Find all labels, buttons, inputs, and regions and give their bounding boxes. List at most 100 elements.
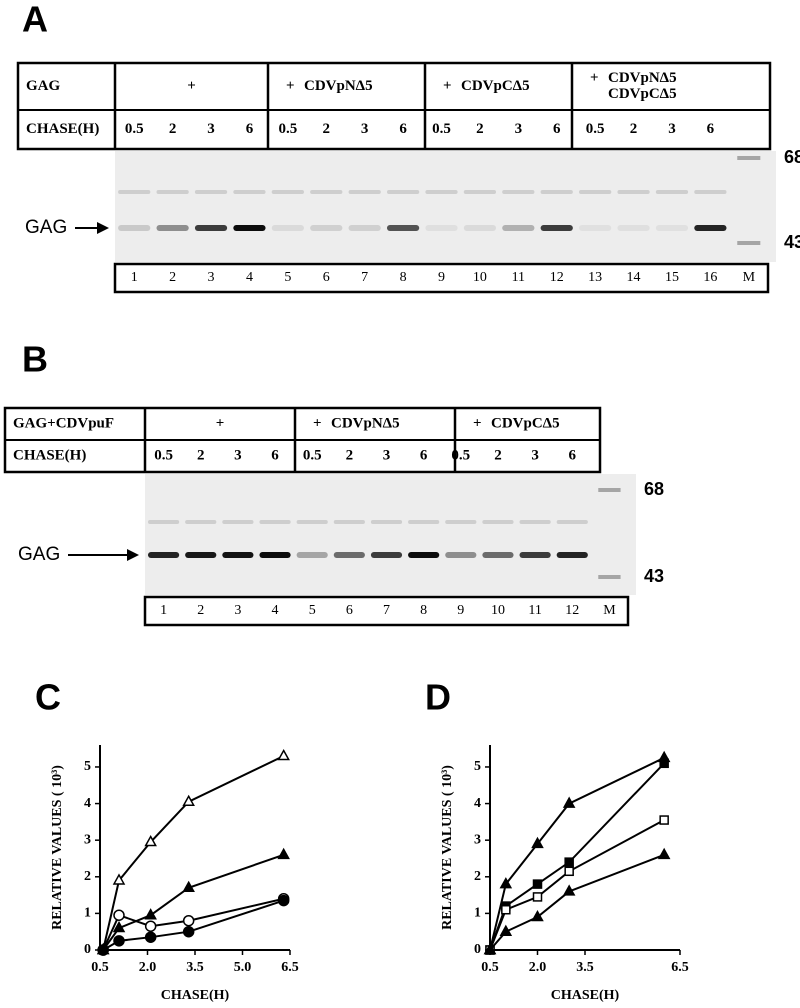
gel-band: [333, 520, 365, 524]
gel-band: [222, 520, 254, 524]
group-sign: +: [590, 70, 599, 86]
chase-time: 6: [569, 447, 577, 463]
gel-band: [156, 225, 189, 231]
marker: [531, 836, 544, 849]
gel-band: [425, 225, 458, 231]
lane-number: 7: [383, 603, 390, 618]
y-axis-label: RELATIVE VALUES ( 10³): [50, 765, 65, 930]
lane-number: 3: [208, 270, 215, 285]
marker: [532, 879, 543, 889]
marker: [483, 942, 497, 955]
table-border: [113, 262, 770, 294]
gel-band: [502, 190, 535, 194]
lane-number: 14: [627, 270, 641, 285]
x-tick-label: 3.5: [186, 960, 204, 975]
group-name: CDVpNΔ5: [331, 415, 400, 431]
marker: [277, 748, 290, 761]
marker: [144, 908, 157, 920]
gel-band: [185, 520, 217, 524]
marker: [144, 834, 157, 847]
chase-time: 3: [361, 121, 369, 137]
marker-label: 68: [644, 479, 664, 499]
marker-band: [737, 156, 761, 160]
marker-label: 43: [784, 232, 800, 252]
gel-band: [694, 190, 727, 194]
gel-band: [617, 190, 650, 194]
lane-number: 12: [565, 603, 579, 618]
marker: [182, 914, 195, 927]
gel-band: [540, 190, 573, 194]
lane-number: 5: [309, 603, 316, 618]
gel-band: [540, 225, 573, 231]
marker: [564, 866, 574, 877]
marker-band: [598, 488, 621, 492]
marker: [532, 892, 543, 902]
chase-time: 3: [207, 121, 215, 137]
arrow-head: [97, 222, 109, 234]
lane-number: M: [743, 270, 756, 285]
marker: [113, 909, 125, 921]
marker: [277, 847, 290, 860]
lane-number: 16: [703, 270, 717, 285]
marker: [112, 920, 126, 933]
gel-band: [617, 225, 650, 231]
gel-band: [296, 552, 328, 558]
lane-number: 10: [491, 603, 505, 618]
marker: [144, 931, 157, 943]
gel-band: [348, 190, 381, 194]
group-sign: +: [286, 78, 295, 94]
gel-band: [348, 225, 381, 231]
group-name: CDVpCΔ5: [491, 415, 560, 431]
marker: [659, 815, 669, 825]
marker: [562, 884, 576, 896]
lane-number: 4: [272, 603, 279, 618]
lane-number: 6: [346, 603, 353, 618]
chase-time: 0.5: [278, 121, 297, 137]
chase-time: 3: [531, 447, 539, 463]
series-line: [102, 853, 284, 951]
marker: [531, 910, 544, 922]
gel-band: [147, 552, 180, 558]
band-label: GAG: [25, 217, 67, 238]
chase-time: 6: [399, 121, 407, 137]
panel-letter: C: [35, 677, 61, 718]
panel-letter: D: [425, 677, 451, 718]
gel-band: [156, 190, 189, 194]
y-tick-label: 5: [84, 759, 91, 774]
gel-band: [556, 520, 588, 524]
marker: [499, 877, 513, 889]
group-name: CDVpNΔ5: [608, 70, 677, 86]
chase-time: 0.5: [586, 121, 605, 137]
gel-band: [271, 190, 304, 194]
lane-number: 4: [246, 270, 253, 285]
chase-time: 2: [630, 121, 638, 137]
lane-number: 2: [197, 603, 204, 618]
y-tick-label: 3: [84, 832, 91, 847]
lane-number: 12: [550, 270, 564, 285]
gel-band: [259, 520, 291, 524]
marker: [564, 857, 574, 867]
gel-band: [463, 225, 497, 231]
gel-band: [425, 190, 458, 194]
marker-label: 68: [784, 147, 800, 167]
y-tick-label: 1: [474, 906, 481, 921]
chase-time: 0.5: [154, 447, 173, 463]
gel-band: [310, 190, 343, 194]
chase-time: 0.5: [451, 447, 470, 463]
gel-band: [118, 225, 151, 231]
gel: [145, 474, 636, 595]
lane-number: 15: [665, 270, 679, 285]
gel-band: [370, 552, 403, 558]
panel-letter: A: [22, 0, 48, 40]
gel-band: [147, 520, 180, 524]
y-tick-label: 1: [84, 906, 91, 921]
gel-band: [259, 552, 291, 558]
series-line: [489, 853, 665, 951]
series-line: [102, 899, 284, 951]
marker-band: [598, 575, 621, 579]
lane-number: 9: [457, 603, 464, 618]
gel-band: [194, 225, 228, 231]
band-label: GAG: [18, 544, 60, 565]
gel-band: [233, 190, 266, 194]
marker: [182, 794, 195, 806]
